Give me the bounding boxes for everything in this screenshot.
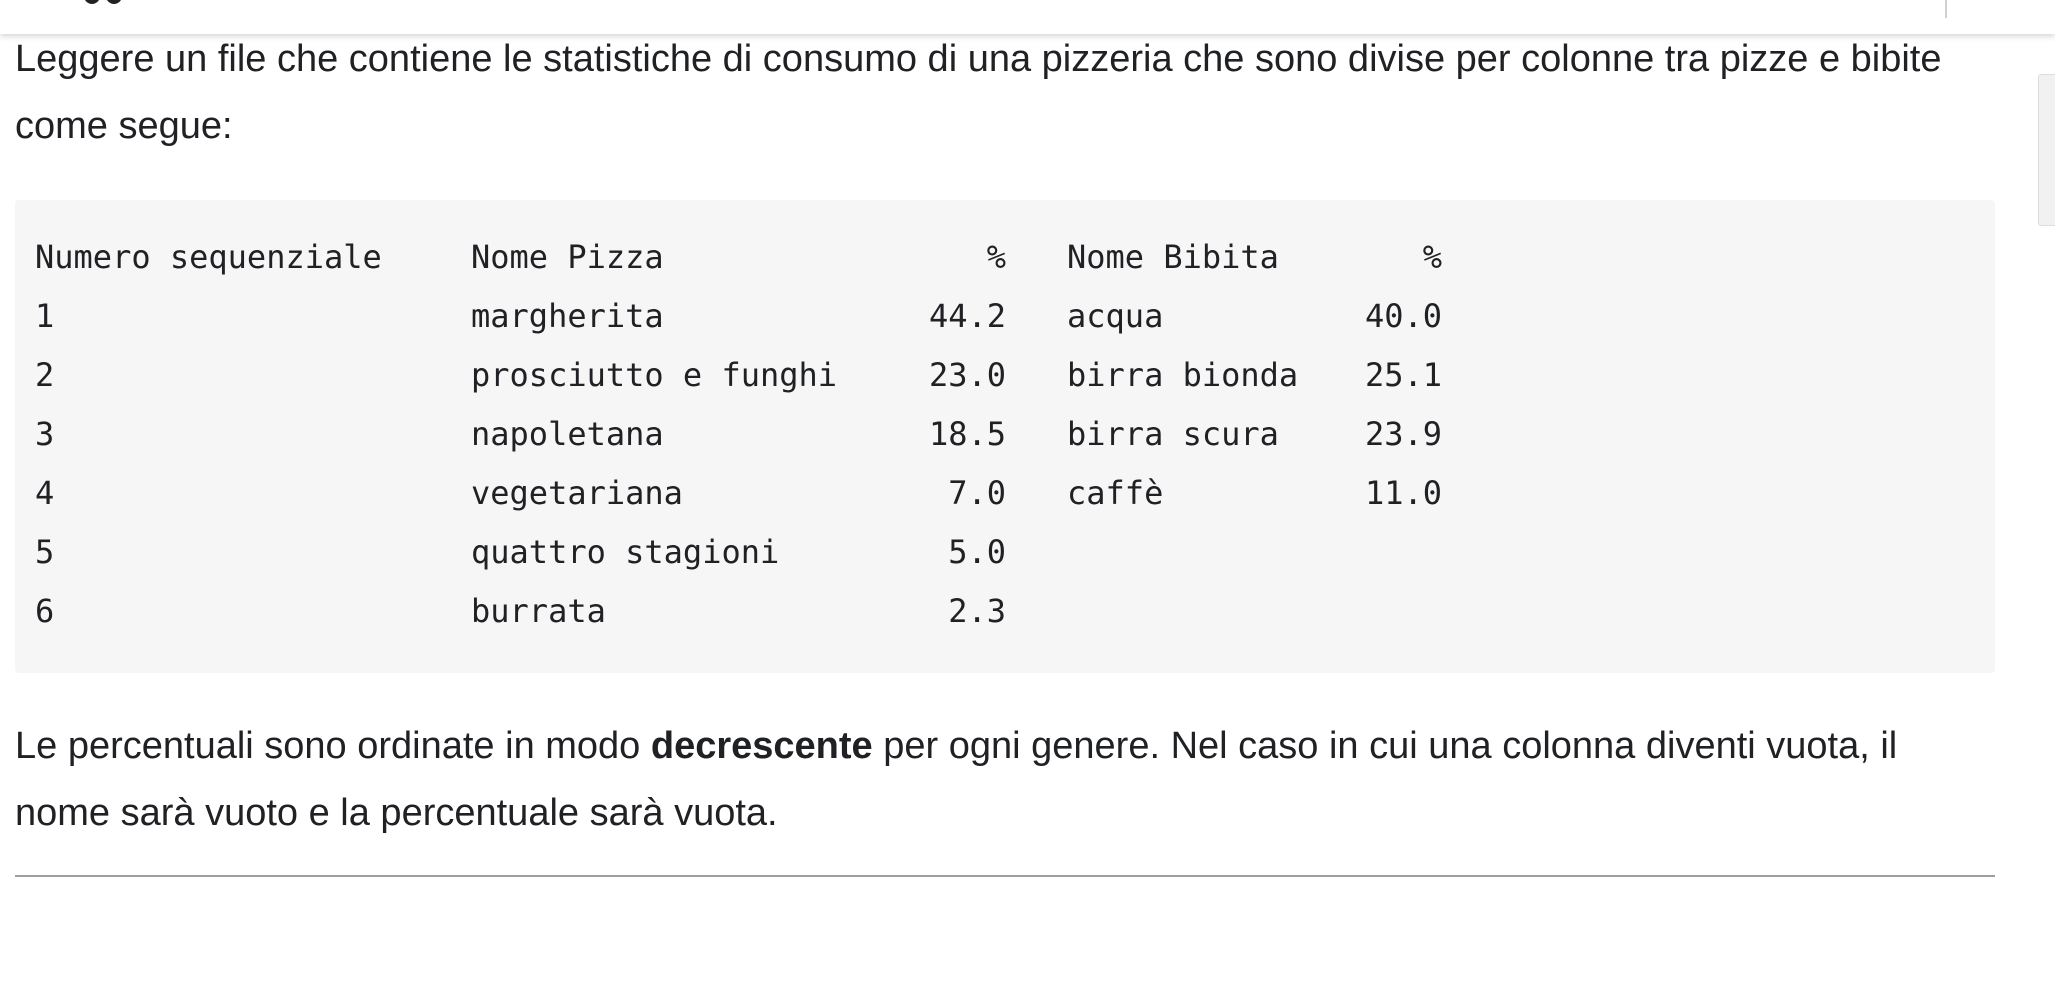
row-num: 2 — [35, 356, 55, 394]
row-drink-pct: 23.9 — [1364, 415, 1442, 453]
data-table-code-block: Numero sequenziale Nome Pizza % Nome Bib… — [15, 200, 1995, 673]
row-pizza: prosciutto e funghi — [471, 356, 838, 394]
table-row: 4 vegetariana 7.0 caffè 11.0 — [15, 464, 1995, 523]
row-pizza: quattro stagioni — [471, 533, 780, 571]
row-pizza: vegetariana — [471, 474, 683, 512]
horizontal-divider — [15, 875, 1995, 877]
toolbar-divider — [1945, 0, 1947, 18]
emphasis-decrescente: decrescente — [650, 725, 873, 767]
table-row: 3 napoletana 18.5 birra scura 23.9 — [15, 405, 1995, 464]
row-drink: caffè — [1067, 474, 1164, 512]
row-pizza: burrata — [471, 592, 606, 630]
row-pizza-pct: 2.3 — [948, 592, 1006, 630]
row-drink: acqua — [1067, 297, 1164, 335]
scrollbar-thumb[interactable] — [2038, 74, 2055, 226]
row-num: 3 — [35, 415, 55, 453]
row-pizza: napoletana — [471, 415, 664, 453]
header-pizza-pct: % — [986, 238, 1006, 276]
row-pizza-pct: 5.0 — [948, 533, 1006, 571]
top-toolbar — [0, 0, 2055, 34]
explanation-text-end: per ogni genere. Nel caso in cui una col… — [15, 725, 1898, 834]
row-pizza-pct: 23.0 — [928, 356, 1006, 394]
table-header-row: Numero sequenziale Nome Pizza % Nome Bib… — [15, 228, 1995, 287]
table-row: 6 burrata 2.3 — [15, 582, 1995, 641]
row-num: 6 — [35, 592, 55, 630]
row-drink-pct: 11.0 — [1364, 474, 1442, 512]
explanation-text-start: Le percentuali sono ordinate in modo — [15, 725, 651, 767]
row-pizza-pct: 44.2 — [928, 297, 1006, 335]
row-pizza-pct: 18.5 — [928, 415, 1006, 453]
intro-paragraph: Leggere un file che contiene le statisti… — [15, 38, 1942, 147]
row-drink: birra scura — [1067, 415, 1279, 453]
table-row: 2 prosciutto e funghi 23.0 birra bionda … — [15, 346, 1995, 405]
row-num: 4 — [35, 474, 55, 512]
row-num: 1 — [35, 297, 55, 335]
document-body: Leggere un file che contiene le statisti… — [15, 26, 1995, 877]
row-num: 5 — [35, 533, 55, 571]
table-row: 1 margherita 44.2 acqua 40.0 — [15, 287, 1995, 346]
header-drink: Nome Bibita — [1067, 238, 1279, 276]
header-drink-pct: % — [1422, 238, 1442, 276]
header-num: Numero sequenziale — [35, 238, 382, 276]
row-drink-pct: 40.0 — [1364, 297, 1442, 335]
row-drink: birra bionda — [1067, 356, 1299, 394]
row-pizza: margherita — [471, 297, 664, 335]
vertical-scrollbar[interactable] — [2036, 34, 2055, 896]
table-row: 5 quattro stagioni 5.0 — [15, 523, 1995, 582]
row-pizza-pct: 7.0 — [948, 474, 1006, 512]
explanation-paragraph: Le percentuali sono ordinate in modo dec… — [15, 713, 1995, 847]
app-title-fragment — [8, 0, 158, 8]
header-pizza: Nome Pizza — [471, 238, 664, 276]
row-drink-pct: 25.1 — [1364, 356, 1442, 394]
